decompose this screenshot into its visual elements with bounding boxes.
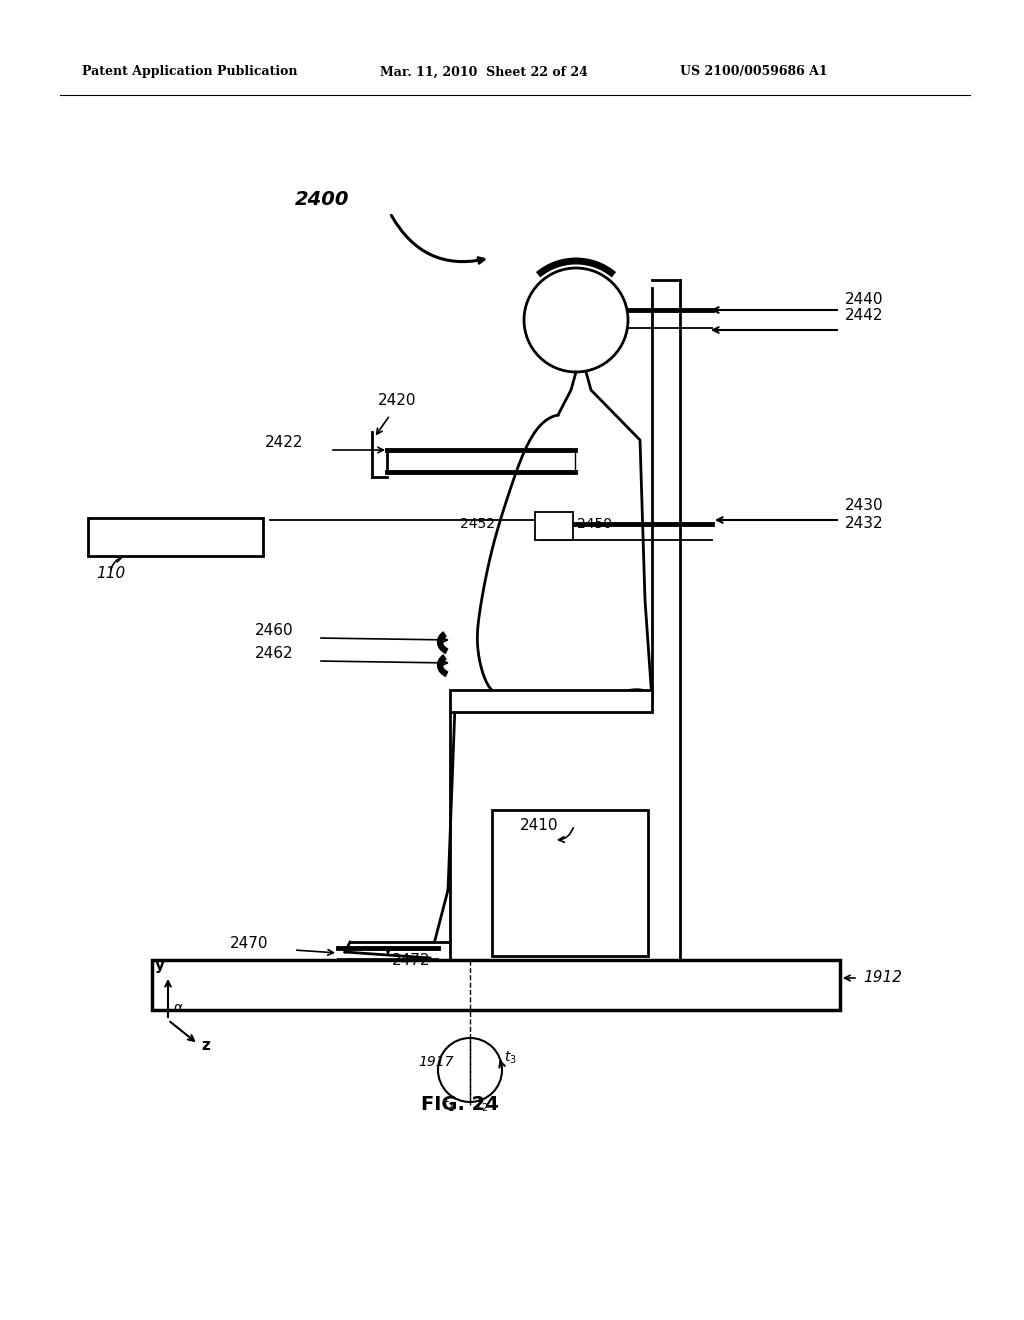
Text: 2422: 2422 — [265, 436, 303, 450]
Text: 2462: 2462 — [255, 645, 294, 661]
Bar — [450, 690, 652, 711]
Text: z: z — [202, 1038, 211, 1053]
Text: 2420: 2420 — [378, 393, 417, 408]
Text: 2440: 2440 — [845, 292, 884, 308]
Text: 2442: 2442 — [845, 308, 884, 323]
Text: 110: 110 — [96, 566, 125, 581]
Bar — [535, 512, 573, 540]
Text: y: y — [155, 958, 165, 973]
Text: $t_1$: $t_1$ — [441, 1098, 455, 1114]
Text: 1917: 1917 — [418, 1055, 454, 1069]
Text: $t_2$: $t_2$ — [476, 1098, 488, 1114]
Bar — [152, 960, 840, 1010]
Bar — [492, 810, 648, 956]
Text: 2410: 2410 — [520, 818, 558, 833]
Text: 2432: 2432 — [845, 516, 884, 531]
Text: 2450: 2450 — [577, 517, 612, 531]
Text: Mar. 11, 2010  Sheet 22 of 24: Mar. 11, 2010 Sheet 22 of 24 — [380, 66, 588, 78]
Text: 2460: 2460 — [255, 623, 294, 638]
Text: US 2100/0059686 A1: US 2100/0059686 A1 — [680, 66, 827, 78]
Text: 2472: 2472 — [392, 953, 430, 968]
Text: 2400: 2400 — [295, 190, 349, 209]
Text: FIG. 24: FIG. 24 — [421, 1096, 499, 1114]
Text: Main Controller: Main Controller — [123, 531, 228, 544]
Text: 1912: 1912 — [863, 970, 902, 986]
Text: Patent Application Publication: Patent Application Publication — [82, 66, 298, 78]
Text: α: α — [173, 1001, 182, 1015]
Text: 2430: 2430 — [845, 498, 884, 513]
Text: 2470: 2470 — [230, 936, 268, 950]
Text: 2452: 2452 — [460, 517, 495, 531]
FancyBboxPatch shape — [88, 517, 263, 556]
Text: $t_3$: $t_3$ — [504, 1049, 516, 1067]
